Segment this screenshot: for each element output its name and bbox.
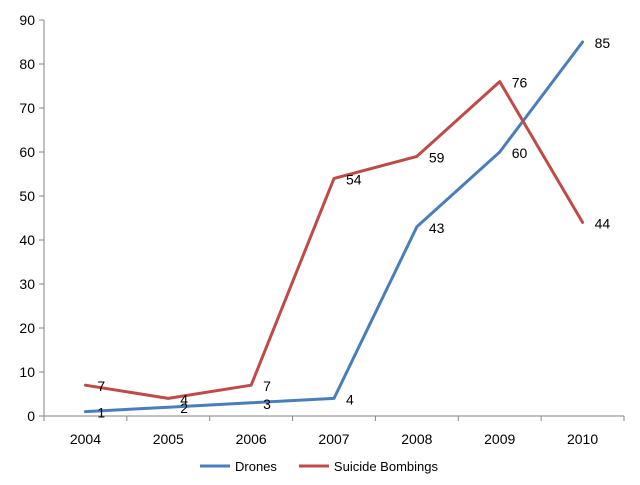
data-label-suicide-bombings: 4	[180, 391, 188, 407]
x-tick-label: 2009	[484, 431, 515, 447]
y-tick-label: 0	[27, 408, 35, 424]
data-label-suicide-bombings: 76	[512, 75, 528, 91]
x-tick-label: 2008	[401, 431, 432, 447]
data-label-suicide-bombings: 54	[346, 171, 362, 187]
data-label-suicide-bombings: 44	[595, 215, 611, 231]
data-label-drones: 43	[429, 220, 445, 236]
x-tick-label: 2005	[153, 431, 184, 447]
series-line-drones	[83, 40, 585, 414]
data-labels: 1 2 3 4 43 60 85 7 4 7 54 59 76 44	[97, 35, 610, 421]
x-tick-label: 2010	[567, 431, 598, 447]
data-label-drones: 4	[346, 391, 354, 407]
y-tick-label: 20	[19, 320, 35, 336]
axes	[43, 20, 624, 417]
x-axis-ticks: 2004 2005 2006 2007 2008 2009 2010	[43, 416, 625, 447]
data-label-suicide-bombings: 7	[263, 378, 271, 394]
legend: Drones Suicide Bombings	[200, 459, 438, 474]
x-tick-label: 2004	[70, 431, 101, 447]
legend-label-drones: Drones	[235, 459, 277, 474]
y-tick-label: 40	[19, 232, 35, 248]
y-tick-label: 60	[19, 144, 35, 160]
y-tick-label: 80	[19, 56, 35, 72]
y-tick-label: 90	[19, 12, 35, 28]
x-tick-label: 2006	[236, 431, 267, 447]
y-tick-label: 30	[19, 276, 35, 292]
legend-label-suicide-bombings: Suicide Bombings	[334, 459, 439, 474]
x-tick-label: 2007	[318, 431, 349, 447]
data-label-drones: 2	[180, 400, 188, 416]
data-label-drones: 85	[595, 35, 611, 51]
y-tick-label: 10	[19, 364, 35, 380]
data-label-drones: 1	[97, 405, 105, 421]
data-label-suicide-bombings: 7	[97, 378, 105, 394]
data-label-drones: 60	[512, 145, 528, 161]
series-line-suicide-bombings	[83, 80, 585, 400]
y-axis-ticks: 0 10 20 30 40 50 60 70 80 90	[19, 12, 44, 424]
y-tick-label: 70	[19, 100, 35, 116]
data-label-drones: 3	[263, 396, 271, 412]
data-label-suicide-bombings: 59	[429, 149, 445, 165]
series-lines	[83, 40, 585, 414]
y-tick-label: 50	[19, 188, 35, 204]
